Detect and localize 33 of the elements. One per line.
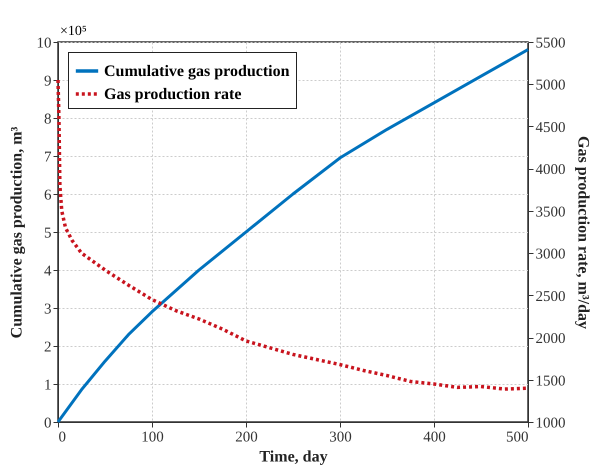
y-tick-label: 2: [44, 340, 52, 356]
y-tick-label: 10: [36, 36, 52, 52]
y2-tick-label: 3000: [536, 246, 566, 263]
y-tick-label: 8: [44, 112, 52, 128]
y-tick-label: 6: [44, 188, 52, 204]
y-tick-label: 4: [44, 264, 52, 280]
y-tick-label: 1: [44, 378, 52, 394]
y-tick-label: 9: [44, 74, 52, 90]
y-tick-label: 7: [44, 150, 52, 166]
y2-tick-label: 1500: [536, 373, 566, 390]
y2-tick-label: 5000: [536, 78, 566, 94]
legend-label: Cumulative gas production: [104, 63, 290, 80]
y-axis-title: Cumulative gas production, m³: [8, 126, 26, 338]
y2-tick-label: 1000: [536, 416, 566, 432]
y-tick-label: 0: [44, 416, 52, 432]
x-tick-label: 400: [423, 430, 446, 446]
x-tick-label: 500: [506, 430, 528, 446]
y-tick-label: 3: [44, 302, 52, 318]
x-tick-label: 200: [235, 430, 258, 446]
text: ×10⁵: [60, 24, 87, 39]
y2-tick-label: 5500: [536, 36, 566, 52]
y2-tick-label: 2000: [536, 331, 566, 348]
x-tick-label: 0: [58, 430, 66, 446]
y2-tick-label: 4500: [536, 120, 566, 136]
y2-axis-title: Gas production rate, m³/day: [574, 136, 592, 329]
x-axis-title: Time, day: [259, 448, 328, 466]
x-tick-label: 100: [141, 430, 164, 446]
y2-tick-label: 3500: [536, 204, 566, 220]
x-tick-label: 300: [329, 430, 352, 446]
y-tick-label: 5: [44, 226, 52, 242]
legend-label: Gas production rate: [104, 86, 242, 103]
y2-tick-label: 2500: [536, 288, 566, 305]
y2-tick-label: 4000: [536, 162, 566, 178]
